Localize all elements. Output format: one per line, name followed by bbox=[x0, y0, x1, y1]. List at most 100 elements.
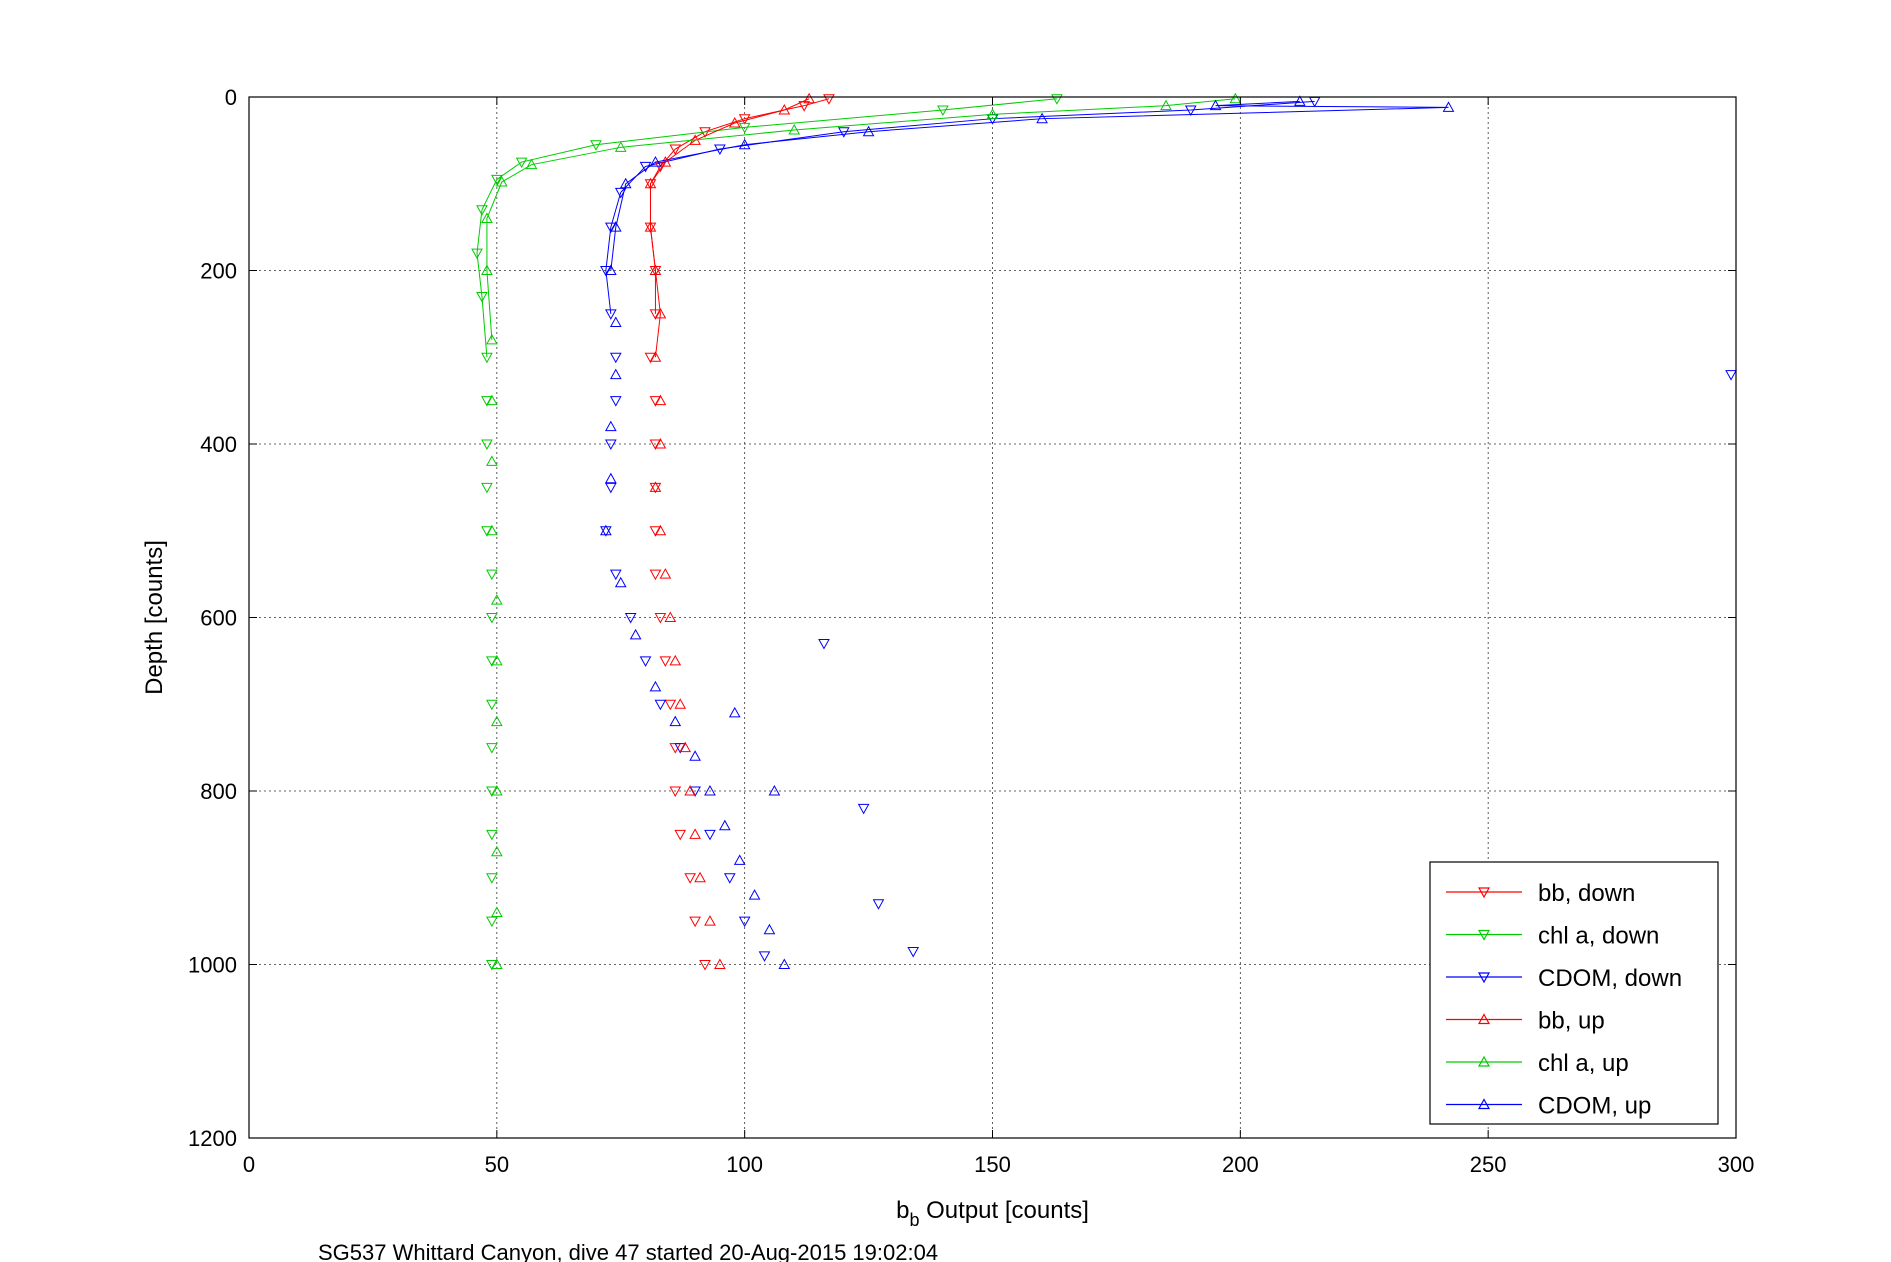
data-point bbox=[704, 829, 716, 841]
data-point bbox=[649, 569, 662, 581]
legend-item: CDOM, up bbox=[1446, 1093, 1651, 1120]
x-axis-label-subscript: b bbox=[909, 1210, 919, 1230]
data-point bbox=[699, 960, 711, 971]
data-point bbox=[471, 248, 483, 260]
data-point bbox=[490, 654, 503, 666]
y-tick-label: 0 bbox=[225, 85, 237, 110]
data-point bbox=[704, 784, 716, 796]
data-point bbox=[778, 958, 791, 969]
legend-item: bb, down bbox=[1446, 880, 1635, 907]
data-point bbox=[481, 482, 493, 494]
x-tick-label: 100 bbox=[726, 1152, 763, 1177]
data-point bbox=[486, 960, 498, 971]
x-tick-label: 300 bbox=[1718, 1152, 1755, 1177]
y-tick-label: 800 bbox=[200, 779, 237, 804]
data-point bbox=[619, 177, 632, 189]
data-point bbox=[609, 569, 622, 581]
legend-label: bb, down bbox=[1538, 880, 1635, 907]
data-point bbox=[486, 613, 498, 624]
data-point bbox=[669, 743, 682, 754]
series-0 bbox=[644, 94, 835, 971]
data-point bbox=[486, 455, 498, 466]
data-point bbox=[649, 396, 662, 407]
data-point bbox=[654, 613, 667, 624]
data-point bbox=[738, 916, 751, 928]
data-series bbox=[471, 92, 1737, 971]
legend-item: CDOM, down bbox=[1446, 965, 1682, 992]
data-point bbox=[649, 309, 662, 320]
data-point bbox=[674, 743, 687, 754]
data-point bbox=[1051, 94, 1063, 105]
data-point bbox=[689, 786, 701, 798]
data-point bbox=[654, 437, 667, 449]
data-point bbox=[733, 854, 746, 865]
data-point bbox=[907, 946, 920, 958]
legend-marker bbox=[1477, 929, 1491, 941]
data-point bbox=[604, 222, 617, 234]
series-1 bbox=[471, 94, 1063, 971]
data-point bbox=[1184, 105, 1197, 117]
data-point bbox=[490, 174, 503, 186]
series-3 bbox=[644, 92, 815, 969]
data-point bbox=[649, 351, 662, 362]
data-point bbox=[654, 394, 667, 406]
data-point bbox=[669, 654, 682, 666]
data-point bbox=[481, 212, 493, 223]
data-point bbox=[481, 526, 493, 537]
x-axis-label-main: b bbox=[896, 1197, 909, 1224]
data-point bbox=[689, 828, 701, 839]
data-point bbox=[604, 420, 617, 432]
data-point bbox=[629, 628, 642, 640]
data-point bbox=[1442, 101, 1455, 112]
y-axis-label: Depth [counts] bbox=[141, 540, 168, 695]
data-point bbox=[525, 158, 538, 170]
data-point bbox=[937, 105, 949, 117]
data-point bbox=[674, 698, 687, 709]
data-point bbox=[669, 786, 682, 798]
data-point bbox=[649, 264, 662, 275]
legend-label: chl a, up bbox=[1538, 1050, 1629, 1077]
data-point bbox=[862, 125, 875, 137]
x-tick-label: 200 bbox=[1222, 1152, 1259, 1177]
series-line bbox=[476, 98, 1057, 358]
data-point bbox=[609, 221, 622, 232]
x-tick-label: 250 bbox=[1470, 1152, 1507, 1177]
data-point bbox=[763, 923, 776, 935]
legend: bb, down chl a, down CDOM, down bb, up chl a… bbox=[1429, 861, 1719, 1125]
y-tick-label: 1200 bbox=[188, 1126, 237, 1151]
data-point bbox=[476, 292, 488, 303]
data-point bbox=[704, 915, 716, 926]
data-point bbox=[768, 784, 781, 796]
data-point bbox=[604, 309, 617, 320]
legend-label: chl a, down bbox=[1538, 923, 1659, 950]
data-point bbox=[986, 108, 999, 119]
x-tick-label: 0 bbox=[243, 1152, 255, 1177]
data-point bbox=[486, 333, 498, 345]
data-point bbox=[649, 481, 662, 492]
x-axis-label-rest: Output [counts] bbox=[919, 1197, 1088, 1224]
data-point bbox=[684, 873, 696, 884]
data-point bbox=[614, 576, 627, 588]
data-point bbox=[654, 307, 667, 319]
data-point bbox=[609, 316, 622, 328]
data-point bbox=[723, 873, 736, 884]
data-point bbox=[481, 264, 493, 275]
data-point bbox=[624, 613, 637, 624]
series-line bbox=[486, 98, 1236, 340]
series-line bbox=[610, 100, 1449, 271]
data-point bbox=[823, 94, 835, 105]
data-point bbox=[486, 786, 498, 798]
x-axis-label: bb Output [counts] bbox=[896, 1197, 1089, 1230]
data-point bbox=[837, 127, 850, 138]
data-point bbox=[486, 743, 498, 754]
data-point bbox=[490, 845, 503, 857]
axis-ticks: 0 50 100 150 200 250 300 0 200 400 600 800 1000 1200 bbox=[188, 85, 1754, 1177]
data-point bbox=[649, 526, 662, 537]
series-4 bbox=[481, 92, 1242, 969]
data-point bbox=[609, 352, 622, 364]
data-point bbox=[872, 899, 885, 910]
series-line bbox=[605, 100, 1315, 314]
data-point bbox=[495, 175, 508, 187]
legend-item: chl a, down bbox=[1446, 923, 1659, 950]
